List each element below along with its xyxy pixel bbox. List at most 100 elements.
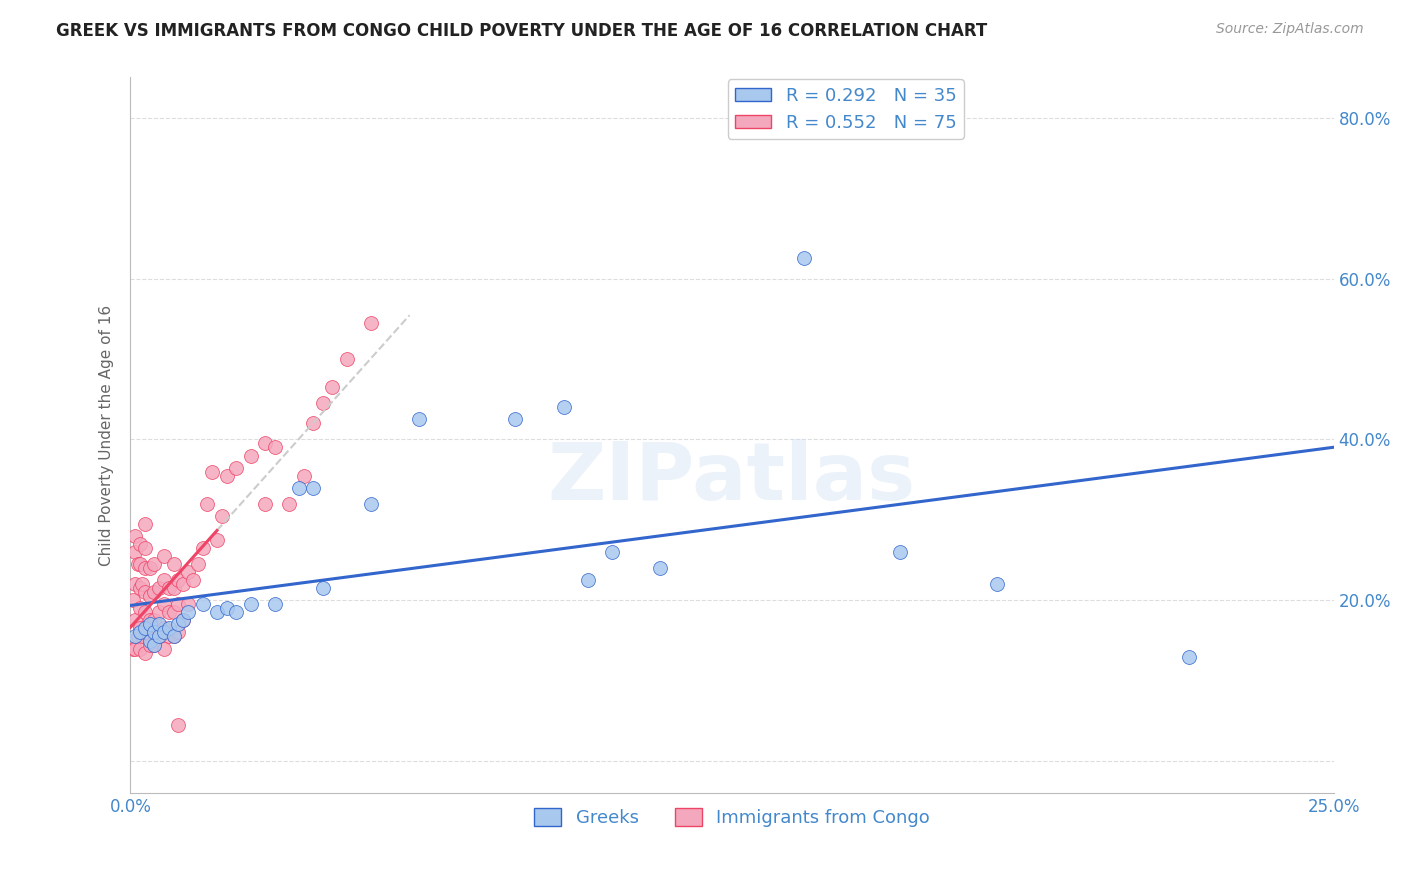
Point [124,614,146,628]
Point [312,581,335,595]
Point [312,396,335,410]
Point [129,625,152,640]
Point [153,641,176,656]
Point [215,468,238,483]
Point [600,545,623,559]
Point [163,606,186,620]
Text: GREEK VS IMMIGRANTS FROM CONGO CHILD POVERTY UNDER THE AGE OF 16 CORRELATION CHA: GREEK VS IMMIGRANTS FROM CONGO CHILD POV… [56,22,987,40]
Point [793,252,815,266]
Point [143,614,166,628]
Point [163,581,186,595]
Point [360,316,382,330]
Point [553,401,575,415]
Point [134,606,156,620]
Point [138,614,160,628]
Point [153,622,176,636]
Point [138,561,160,575]
Point [163,630,186,644]
Point [121,641,143,656]
Point [129,581,152,595]
Point [127,557,149,571]
Point [129,622,152,636]
Point [302,417,325,431]
Point [263,597,285,611]
Point [131,577,153,591]
Point [124,545,146,559]
Point [408,412,430,426]
Point [163,630,186,644]
Point [187,557,209,571]
Point [172,614,194,628]
Point [124,630,146,644]
Point [138,633,160,648]
Point [153,625,176,640]
Point [205,533,228,547]
Point [124,529,146,543]
Point [239,449,262,463]
Point [1178,649,1201,664]
Point [157,606,180,620]
Point [239,597,262,611]
Point [153,549,176,563]
Point [263,441,285,455]
Text: ZIPatlas: ZIPatlas [548,440,917,517]
Point [225,460,247,475]
Point [157,622,180,636]
Point [143,585,166,599]
Point [201,465,224,479]
Point [167,573,190,587]
Point [124,641,146,656]
Point [148,630,170,644]
Point [889,545,911,559]
Point [172,614,194,628]
Point [143,625,166,640]
Point [134,541,156,555]
Point [124,577,146,591]
Point [205,606,228,620]
Point [153,597,176,611]
Point [148,630,170,644]
Point [254,497,277,511]
Text: Source: ZipAtlas.com: Source: ZipAtlas.com [1216,22,1364,37]
Point [288,481,311,495]
Point [576,573,599,587]
Point [157,581,180,595]
Point [129,601,152,615]
Point [129,557,152,571]
Point [163,557,186,571]
Point [278,497,301,511]
Point [360,497,382,511]
Point [172,577,194,591]
Point [138,589,160,603]
Point [129,537,152,551]
Point [134,625,156,640]
Point [191,541,214,555]
Point [215,601,238,615]
Point [177,606,200,620]
Point [148,606,170,620]
Point [129,641,152,656]
Legend: Greeks, Immigrants from Congo: Greeks, Immigrants from Congo [527,801,938,834]
Point [134,622,156,636]
Point [143,638,166,652]
Point [167,718,190,732]
Point [138,617,160,632]
Point [143,557,166,571]
Point [292,468,315,483]
Point [336,351,359,366]
Point [321,380,343,394]
Point [134,646,156,660]
Point [302,481,325,495]
Point [191,597,214,611]
Point [134,585,156,599]
Point [986,577,1008,591]
Point [134,516,156,531]
Point [153,573,176,587]
Point [225,606,247,620]
Point [131,630,153,644]
Point [148,581,170,595]
Point [143,638,166,652]
Point [127,630,149,644]
Point [134,561,156,575]
Point [157,630,180,644]
